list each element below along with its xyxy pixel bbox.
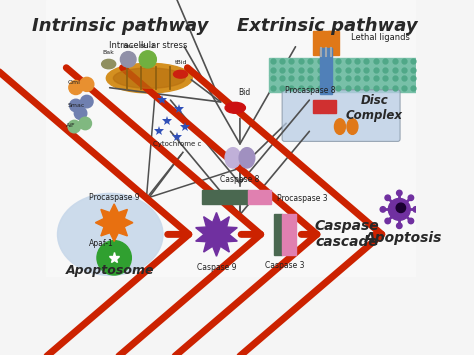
- Circle shape: [70, 99, 82, 112]
- Ellipse shape: [106, 63, 192, 93]
- Bar: [312, 100, 320, 113]
- Circle shape: [80, 77, 94, 91]
- Bar: [202, 190, 248, 204]
- Polygon shape: [196, 213, 237, 256]
- Circle shape: [388, 198, 410, 220]
- Circle shape: [120, 51, 136, 67]
- Circle shape: [97, 241, 131, 275]
- Bar: [312, 31, 324, 55]
- Text: Caspase 3: Caspase 3: [264, 261, 304, 270]
- Circle shape: [396, 203, 406, 213]
- Text: Caspase 9: Caspase 9: [197, 262, 236, 272]
- Circle shape: [408, 218, 414, 224]
- Bar: [328, 100, 336, 113]
- Polygon shape: [95, 204, 133, 241]
- Text: Caspase
cascade: Caspase cascade: [315, 219, 379, 250]
- Bar: [320, 31, 331, 55]
- Text: Smac: Smac: [67, 103, 85, 108]
- Ellipse shape: [335, 119, 346, 135]
- Text: Bid: Bid: [238, 88, 251, 97]
- Circle shape: [81, 95, 93, 108]
- Circle shape: [69, 81, 83, 94]
- Bar: [248, 190, 271, 204]
- Text: Intrinsic pathway: Intrinsic pathway: [32, 17, 209, 35]
- Text: Apoptosome: Apoptosome: [66, 264, 155, 277]
- Text: Apoptosis: Apoptosis: [365, 231, 443, 245]
- Ellipse shape: [225, 148, 241, 168]
- Ellipse shape: [173, 70, 188, 78]
- Circle shape: [397, 190, 402, 196]
- Ellipse shape: [113, 68, 185, 88]
- Circle shape: [79, 117, 91, 130]
- Text: Procaspase 8: Procaspase 8: [285, 86, 336, 95]
- Text: Cytochrome c: Cytochrome c: [153, 141, 201, 147]
- Text: Bcl-2: Bcl-2: [140, 44, 155, 49]
- Circle shape: [385, 218, 391, 224]
- Circle shape: [408, 195, 414, 201]
- Text: Procaspase 9: Procaspase 9: [89, 192, 139, 202]
- Ellipse shape: [225, 102, 246, 113]
- Text: Lethal ligands: Lethal ligands: [351, 33, 410, 42]
- Text: Bak: Bak: [103, 50, 115, 55]
- Text: Procaspase 3: Procaspase 3: [277, 194, 328, 203]
- Bar: [319, 48, 332, 94]
- Text: tBid: tBid: [174, 60, 187, 65]
- FancyBboxPatch shape: [282, 90, 400, 141]
- Circle shape: [413, 207, 419, 212]
- Bar: [282, 214, 296, 255]
- Ellipse shape: [57, 193, 163, 275]
- Circle shape: [380, 207, 386, 212]
- Ellipse shape: [239, 148, 255, 168]
- Text: Disc
Complex: Disc Complex: [346, 94, 403, 122]
- Text: Bax: Bax: [122, 44, 134, 49]
- Bar: [274, 214, 282, 255]
- Bar: [320, 100, 328, 113]
- Circle shape: [74, 107, 87, 120]
- Text: Intracellular stress: Intracellular stress: [109, 40, 187, 50]
- Circle shape: [68, 120, 81, 133]
- Ellipse shape: [101, 59, 116, 69]
- Text: Omi: Omi: [67, 80, 80, 84]
- Text: Apaf-1: Apaf-1: [89, 239, 113, 248]
- Circle shape: [139, 51, 156, 68]
- Text: Extrinsic pathway: Extrinsic pathway: [237, 17, 418, 35]
- Text: Caspase 8: Caspase 8: [220, 175, 260, 184]
- Bar: [269, 75, 417, 92]
- Ellipse shape: [347, 119, 358, 135]
- Circle shape: [397, 223, 402, 229]
- Circle shape: [385, 195, 391, 201]
- Bar: [269, 58, 417, 75]
- Bar: [328, 31, 339, 55]
- Text: AiF: AiF: [66, 122, 75, 127]
